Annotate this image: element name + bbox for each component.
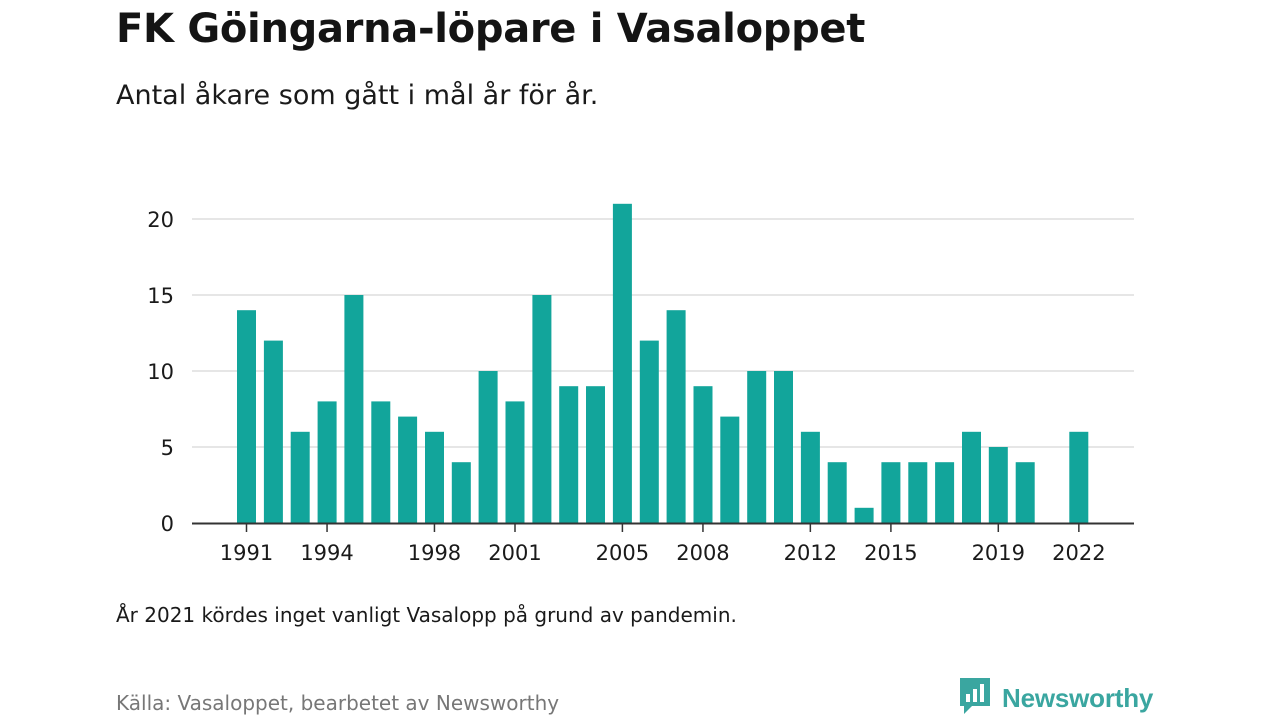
bar-2020[interactable] xyxy=(1015,462,1035,523)
bar-1998[interactable] xyxy=(425,431,444,523)
bar-2006[interactable] xyxy=(639,340,659,523)
x-tick-label: 1998 xyxy=(408,541,461,565)
bar-1999[interactable] xyxy=(451,462,471,523)
bar-1992[interactable] xyxy=(263,340,283,523)
bar-2012[interactable] xyxy=(800,431,820,523)
bar-2007[interactable] xyxy=(666,310,686,523)
newsworthy-logo-icon xyxy=(958,676,992,720)
bar-1994[interactable] xyxy=(317,401,337,523)
bar-2003[interactable] xyxy=(559,386,579,523)
x-tick-label: 2001 xyxy=(488,541,541,565)
bar-2010[interactable] xyxy=(747,371,767,523)
bar-2017[interactable] xyxy=(935,462,955,523)
x-tick-label: 2005 xyxy=(596,541,649,565)
bar-2022[interactable] xyxy=(1069,431,1089,523)
bar-chart: 0 5 10 15 20 1991 1994 1998 2001 2005 2008 2012 2015… xyxy=(147,203,1134,565)
x-tick-label: 2008 xyxy=(676,541,729,565)
bar-1995[interactable] xyxy=(344,295,364,523)
bar-1997[interactable] xyxy=(398,416,418,523)
y-tick-label: 15 xyxy=(147,284,174,308)
x-tick-label: 1994 xyxy=(300,541,353,565)
brand-name: Newsworthy xyxy=(1002,682,1154,713)
axes: 0 5 10 15 20 1991 1994 1998 2001 2005 2008 2012 2015… xyxy=(147,208,1134,565)
bar-2004[interactable] xyxy=(586,386,605,523)
x-tick-label: 2019 xyxy=(972,541,1025,565)
bar-1993[interactable] xyxy=(290,431,310,523)
bar-2016[interactable] xyxy=(908,462,928,523)
x-tick-label: 2012 xyxy=(784,541,837,565)
y-tick-label: 5 xyxy=(161,436,174,460)
x-tick-label: 1991 xyxy=(220,541,273,565)
chart-subtitle: Antal åkare som gått i mål år för år. xyxy=(116,80,599,111)
bar-2005[interactable] xyxy=(612,203,632,524)
bar-1996[interactable] xyxy=(371,401,391,523)
y-tick-label: 20 xyxy=(147,208,174,232)
bar-2000[interactable] xyxy=(478,371,498,523)
bar-2002[interactable] xyxy=(532,295,552,523)
bar-2014[interactable] xyxy=(854,507,874,523)
bar-2008[interactable] xyxy=(693,386,713,523)
source-text: Källa: Vasaloppet, bearbetet av Newswort… xyxy=(116,691,560,715)
bar-2011[interactable] xyxy=(774,371,793,523)
bars xyxy=(237,203,1089,524)
y-tick-label: 0 xyxy=(161,512,174,536)
bar-2019[interactable] xyxy=(988,447,1008,523)
bar-2009[interactable] xyxy=(720,416,740,523)
x-tick-label: 2015 xyxy=(864,541,917,565)
y-tick-label: 10 xyxy=(147,360,174,384)
bar-2013[interactable] xyxy=(827,462,847,523)
footnote: År 2021 kördes inget vanligt Vasalopp på… xyxy=(116,603,737,627)
x-tick-label: 2022 xyxy=(1052,541,1105,565)
chart-title: FK Göingarna-löpare i Vasaloppet xyxy=(116,6,866,52)
bar-2018[interactable] xyxy=(962,431,981,523)
brand-logo[interactable]: Newsworthy xyxy=(958,678,1154,716)
bar-2015[interactable] xyxy=(881,462,901,523)
bar-1991[interactable] xyxy=(237,310,256,523)
bar-2001[interactable] xyxy=(505,401,525,523)
